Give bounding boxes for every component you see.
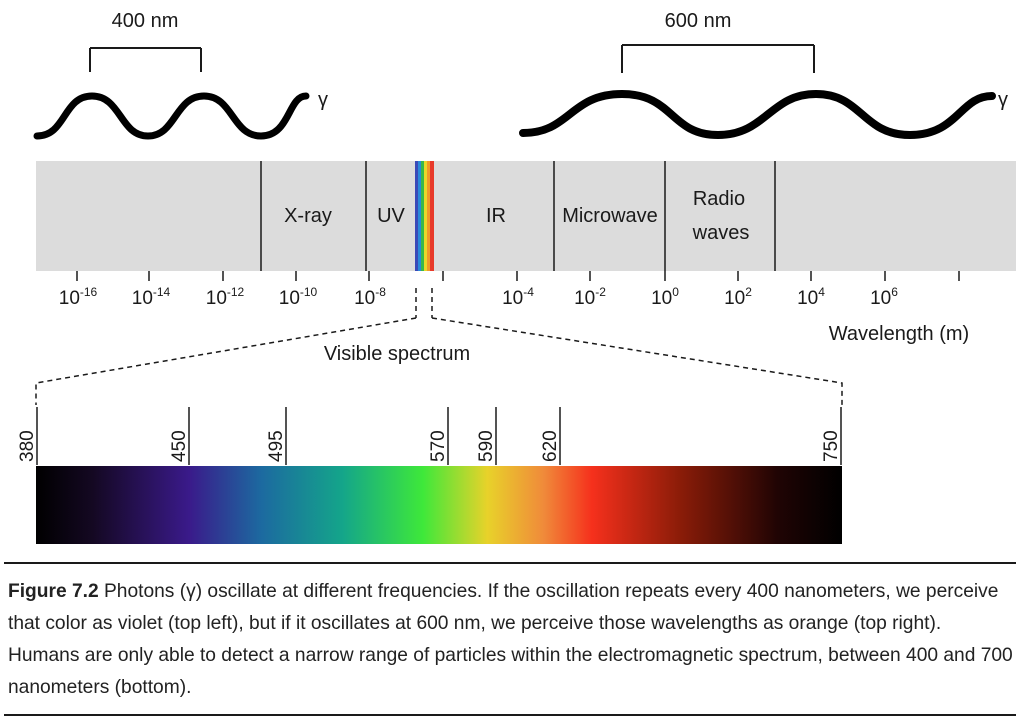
tick-label: 10-16 [59, 285, 98, 309]
figure-caption: Figure 7.2 Photons (γ) oscillate at diff… [8, 576, 1016, 704]
visible-tick-labels: 380 450 495 570 590 620 750 [17, 430, 842, 462]
visible-ticks [36, 407, 842, 465]
visible-tick-label: 380 [17, 430, 38, 462]
visible-strip [415, 161, 434, 271]
band-label-ir: IR [486, 205, 506, 227]
visible-spectrum-bar [36, 466, 842, 544]
axis-label: Wavelength (m) [829, 323, 969, 345]
tick-labels: 10-16 10-14 10-12 10-10 10-8 10-4 10-2 1… [59, 285, 898, 309]
band-label-xray: X-ray [284, 205, 332, 227]
tick-label: 10-14 [132, 285, 171, 309]
spectrum-band [36, 161, 1016, 271]
band-label-waves: waves [692, 222, 750, 244]
visible-tick-label: 495 [266, 430, 287, 462]
visible-tick-label: 570 [428, 430, 449, 462]
tick-label: 102 [724, 285, 752, 309]
em-spectrum-figure: 400 nm γ 600 nm γ X-ray UV IR Microwave … [17, 10, 1016, 544]
gamma-symbol-right: γ [998, 89, 1008, 111]
tick-label: 10-4 [502, 285, 534, 309]
span-bracket-600nm [621, 44, 815, 73]
tick-label: 104 [797, 285, 825, 309]
band-dividers [260, 161, 776, 271]
span-bracket-400nm [89, 47, 202, 72]
tick-label: 10-12 [206, 285, 245, 309]
tick-label: 10-8 [354, 285, 386, 309]
visible-tick-label: 590 [476, 430, 497, 462]
caption-text: Photons (γ) oscillate at different frequ… [8, 581, 1013, 698]
figure-number: Figure 7.2 [8, 581, 99, 602]
band-label-radio: Radio [693, 188, 745, 210]
axis-ticks [76, 271, 960, 281]
visible-spectrum-label: Visible spectrum [324, 343, 470, 365]
visible-callout-lines [35, 288, 843, 405]
tick-label: 106 [870, 285, 898, 309]
tick-label: 10-2 [574, 285, 606, 309]
long-wave [519, 89, 996, 140]
figure-caption-box: Figure 7.2 Photons (γ) oscillate at diff… [4, 562, 1016, 716]
band-label-uv: UV [377, 205, 405, 227]
gamma-symbol-left: γ [318, 89, 328, 111]
span-label-600nm: 600 nm [665, 10, 732, 32]
visible-tick-label: 450 [169, 430, 190, 462]
tick-label: 100 [651, 285, 679, 309]
tick-label: 10-10 [279, 285, 318, 309]
band-label-microwave: Microwave [562, 205, 658, 227]
short-wave [33, 92, 310, 140]
visible-tick-label: 620 [540, 430, 561, 462]
span-label-400nm: 400 nm [112, 10, 179, 32]
visible-tick-label: 750 [821, 430, 842, 462]
